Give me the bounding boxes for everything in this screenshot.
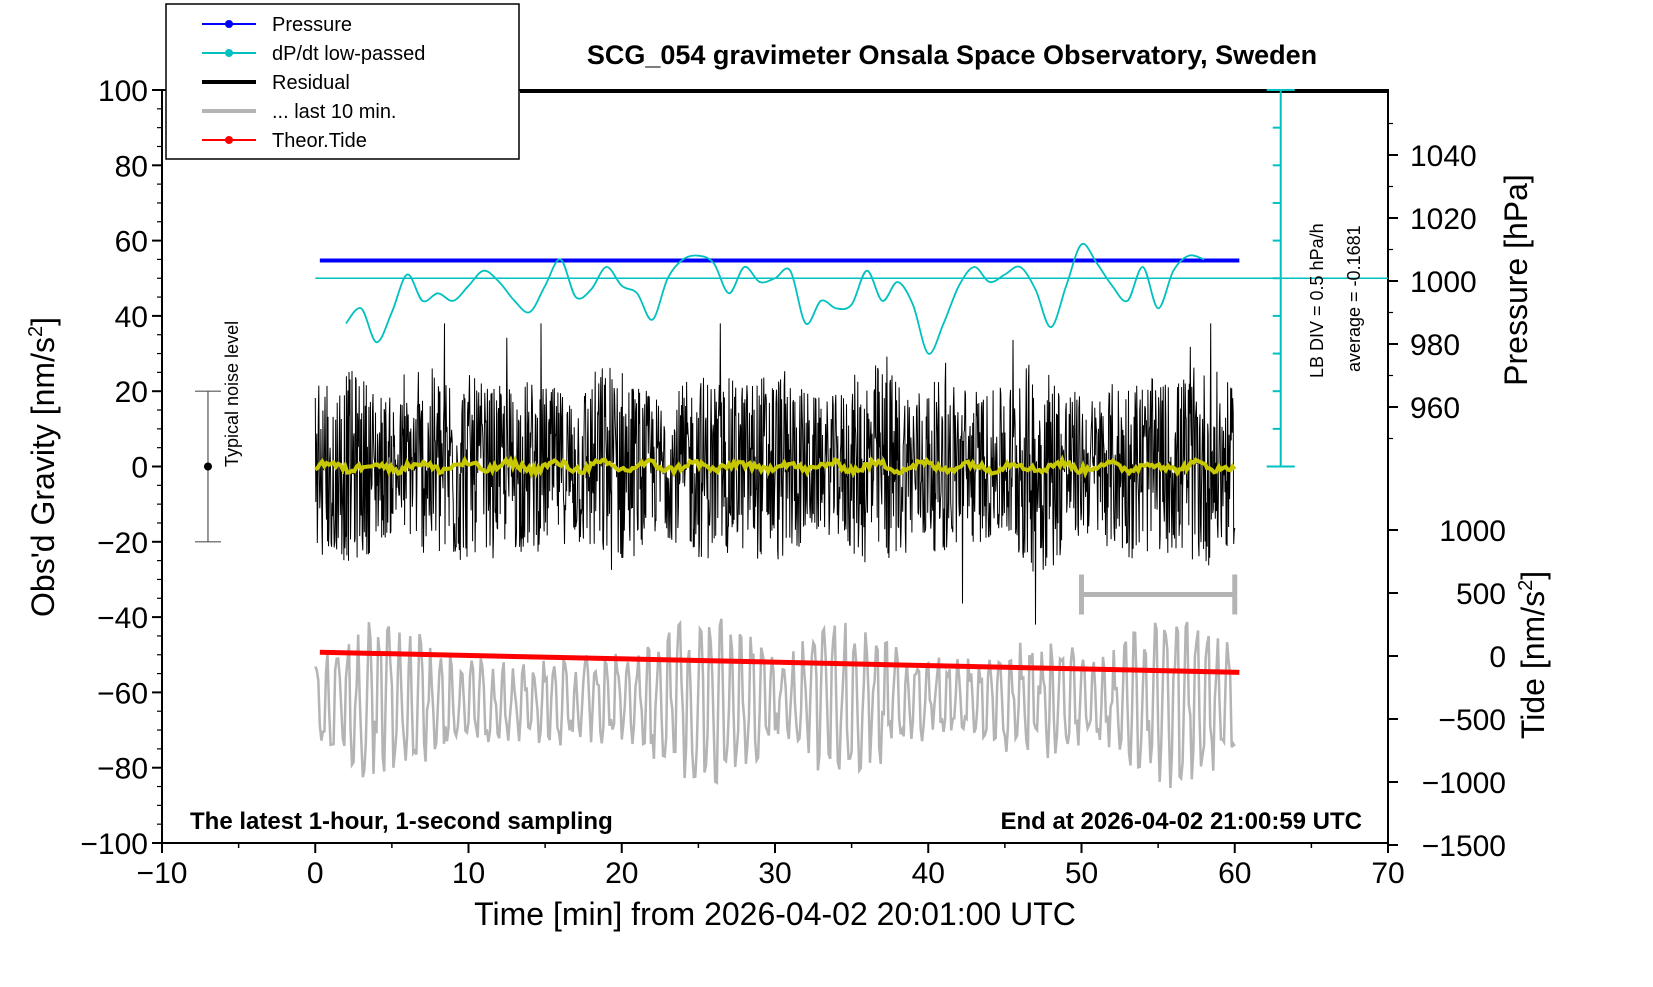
- residual-smoothed-line: [314, 454, 1237, 480]
- y-tick-label: −80: [97, 753, 148, 786]
- x-axis-title: Time [min] from 2026-04-02 20:01:00 UTC: [474, 896, 1076, 932]
- legend-label-residual: Residual: [272, 72, 350, 94]
- annotation-left: The latest 1-hour, 1-second sampling: [190, 808, 613, 835]
- tide-line: [319, 649, 1240, 675]
- legend-label-pressure: Pressure: [272, 14, 352, 36]
- x-tick-label: 10: [452, 857, 485, 890]
- x-tick-label: 60: [1218, 857, 1251, 890]
- legend-box: [165, 3, 520, 160]
- legend-entry-tide: Theor.Tide: [202, 130, 367, 152]
- legend-label-last10: ... last 10 min.: [272, 101, 397, 123]
- y-tick-label: 40: [115, 301, 148, 334]
- x-tick-label: 40: [912, 857, 945, 890]
- x-tick-label: 50: [1065, 857, 1098, 890]
- tide-tick-label: 0: [1489, 641, 1506, 674]
- legend-label-tide: Theor.Tide: [272, 130, 367, 152]
- y-tick-label: −60: [97, 677, 148, 710]
- pressure-tick-label: 1000: [1410, 266, 1477, 299]
- y-tick-label: −40: [97, 602, 148, 635]
- last-10-min-series: [314, 618, 1236, 789]
- x-tick-label: 20: [605, 857, 638, 890]
- chart-marks: [194, 89, 1388, 675]
- y-axis-title-pressure: Pressure [hPa]: [1498, 174, 1534, 386]
- tide-tick-label: 500: [1456, 578, 1506, 611]
- legend-marker-pressure: [225, 20, 233, 28]
- pressure-tick-label: 960: [1410, 392, 1460, 425]
- pressure-tick-label: 980: [1410, 329, 1460, 362]
- legend-entry-dpdt: dP/dt low-passed: [202, 43, 425, 65]
- legend: Pressure dP/dt low-passed Residual ... l…: [165, 3, 520, 160]
- tide-tick-label: −1000: [1422, 767, 1506, 800]
- pressure-tick-label: 1040: [1410, 140, 1477, 173]
- residual-smoothed-series: [314, 454, 1237, 480]
- chart-title: SCG_054 gravimeter Onsala Space Observat…: [587, 40, 1317, 70]
- y-tick-label: 0: [131, 452, 148, 485]
- y-tick-label: −20: [97, 527, 148, 560]
- y-tick-label: 100: [98, 75, 148, 108]
- annotation-right: End at 2026-04-02 21:00:59 UTC: [1001, 808, 1363, 835]
- y-tick-label: 20: [115, 376, 148, 409]
- legend-marker-dpdt: [225, 49, 233, 57]
- y-tick-label: 80: [115, 150, 148, 183]
- tide-tick-label: −1500: [1422, 830, 1506, 863]
- legend-entry-pressure: Pressure: [202, 14, 352, 36]
- legend-marker-tide: [225, 136, 233, 144]
- last-10-min-line: [314, 618, 1236, 789]
- lb-div-label: LB DIV = 0.5 hPa/h: [1307, 223, 1327, 378]
- tide-tick-label: −500: [1438, 704, 1506, 737]
- legend-label-dpdt: dP/dt low-passed: [272, 43, 425, 65]
- noise-level-label: Typical noise level: [222, 321, 242, 467]
- x-tick-label: −10: [137, 857, 188, 890]
- legend-entry-residual: Residual: [202, 72, 350, 94]
- noise-bar-center: [203, 462, 212, 471]
- y-tick-label: −100: [80, 828, 148, 861]
- dpdt-line: [345, 242, 1205, 355]
- lb-average-label: average = -0.1681: [1344, 225, 1364, 372]
- y-tick-label: 60: [115, 226, 148, 259]
- axis-ticks: −10 0 10 20 30 40 50 60 70100806040200−20−40−60−…: [80, 75, 1506, 890]
- x-tick-label: 0: [307, 857, 324, 890]
- y-axis-title-main: Obs'd Gravity [nm/s2]: [25, 317, 61, 617]
- x-tick-label: 70: [1371, 857, 1404, 890]
- y-axis-title-tide: Tide [nm/s2]: [1515, 571, 1551, 739]
- x-tick-label: 30: [758, 857, 791, 890]
- legend-entry-last10: ... last 10 min.: [202, 101, 397, 123]
- pressure-tick-label: 1020: [1410, 203, 1477, 236]
- tide-tick-label: 1000: [1439, 515, 1506, 548]
- residual-series: [314, 323, 1236, 625]
- residual-line: [314, 323, 1236, 625]
